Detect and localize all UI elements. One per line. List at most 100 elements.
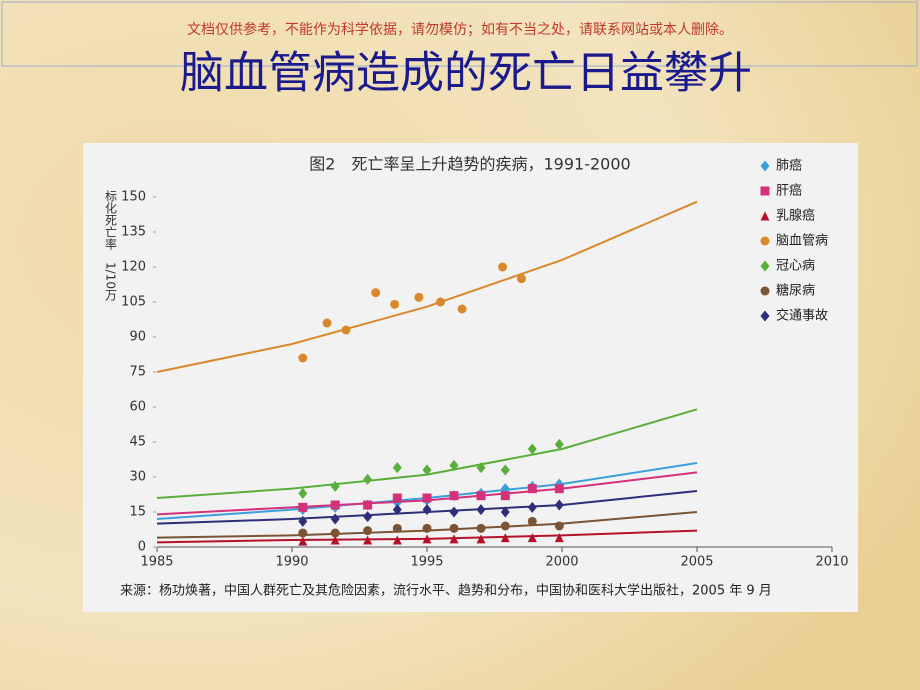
x-tick-label: 1985 xyxy=(140,555,173,570)
marker xyxy=(500,533,510,543)
y-tick-label: 15 xyxy=(129,505,146,520)
x-tick-label: 1990 xyxy=(275,555,308,570)
legend-label: 肝癌 xyxy=(776,183,802,199)
marker xyxy=(392,462,402,474)
legend-label: 肺癌 xyxy=(776,158,802,174)
marker xyxy=(371,288,381,298)
marker xyxy=(414,292,424,302)
y-tick-label: 150 xyxy=(121,190,146,205)
x-tick-label: 2005 xyxy=(680,555,713,570)
marker xyxy=(330,528,340,538)
marker xyxy=(498,262,508,272)
marker xyxy=(390,299,400,309)
marker xyxy=(422,504,432,516)
marker xyxy=(449,523,459,533)
marker xyxy=(392,504,402,516)
y-tick-label: 30 xyxy=(129,470,146,485)
legend-label: 脑血管病 xyxy=(776,234,828,249)
marker xyxy=(760,310,770,322)
marker xyxy=(363,526,373,536)
marker xyxy=(392,493,402,503)
marker xyxy=(363,473,373,485)
y-tick-label: 90 xyxy=(129,330,146,345)
x-tick-label: 2000 xyxy=(545,555,578,570)
marker xyxy=(422,493,432,503)
marker xyxy=(449,506,459,518)
marker xyxy=(298,528,308,538)
marker xyxy=(476,534,486,544)
marker xyxy=(298,536,308,546)
y-tick-label: 120 xyxy=(121,260,146,275)
marker xyxy=(476,491,486,501)
marker xyxy=(500,521,510,531)
marker xyxy=(554,499,564,511)
y-axis-label: 标化死亡率 1/10万 xyxy=(104,190,118,301)
marker xyxy=(298,502,308,512)
marker xyxy=(760,211,770,221)
marker xyxy=(363,511,373,523)
marker xyxy=(298,487,308,499)
y-tick-label: 105 xyxy=(121,295,146,310)
y-tick-label: 75 xyxy=(129,365,146,380)
marker xyxy=(527,533,537,543)
plot: 1985 1990 1995 2000 2005 2010 0 15 30 45 60 75 90 105… xyxy=(121,158,848,570)
marker xyxy=(341,325,351,335)
legend-label: 糖尿病 xyxy=(776,283,815,299)
trend-line xyxy=(156,200,698,373)
marker xyxy=(476,462,486,474)
marker xyxy=(760,186,770,196)
slide-title: 脑血管病造成的死亡日益攀升 xyxy=(180,48,752,99)
marker xyxy=(527,516,537,526)
marker xyxy=(457,304,467,314)
marker xyxy=(330,480,340,492)
marker xyxy=(500,506,510,518)
marker xyxy=(554,484,564,494)
marker xyxy=(449,534,459,544)
marker xyxy=(436,297,445,307)
marker xyxy=(554,438,564,450)
marker xyxy=(298,353,308,363)
marker xyxy=(392,523,402,533)
marker xyxy=(500,491,510,501)
marker xyxy=(760,236,770,246)
marker xyxy=(330,500,340,510)
marker xyxy=(330,535,340,545)
marker xyxy=(500,464,510,476)
watermark: 文档仅供参考，不能作为科学依据，请勿模仿；如有不当之处，请联系网站或本人删除。 xyxy=(187,21,733,38)
marker xyxy=(330,513,340,525)
marker xyxy=(760,286,770,296)
x-tick-label: 1995 xyxy=(410,555,443,570)
marker xyxy=(517,274,526,284)
x-tick-label: 2010 xyxy=(815,555,848,570)
legend-label: 冠心病 xyxy=(776,259,815,274)
marker xyxy=(554,521,564,531)
chart-title: 图2 死亡率呈上升趋势的疾病，1991-2000 xyxy=(309,155,630,174)
y-tick-label: 0 xyxy=(138,540,146,555)
marker xyxy=(363,535,373,545)
marker xyxy=(760,160,770,172)
source: 来源：杨功焕著，中国人群死亡及其危险因素，流行水平、趋势和分布，中国协和医科大学… xyxy=(120,583,772,599)
marker xyxy=(527,484,537,494)
marker xyxy=(760,260,770,272)
legend-label: 交通事故 xyxy=(776,308,828,324)
y-tick-label: 60 xyxy=(129,400,146,415)
marker xyxy=(322,318,332,328)
marker xyxy=(363,500,373,510)
marker xyxy=(554,533,564,543)
marker xyxy=(476,504,486,516)
marker xyxy=(476,523,486,533)
marker xyxy=(527,443,537,455)
marker xyxy=(449,459,459,471)
marker xyxy=(392,535,402,545)
marker xyxy=(527,501,537,513)
chart-panel xyxy=(83,143,858,612)
legend-label: 乳腺癌 xyxy=(776,208,815,224)
marker xyxy=(449,491,459,501)
marker xyxy=(422,523,432,533)
marker xyxy=(422,534,432,544)
y-tick-label: 135 xyxy=(121,225,146,240)
marker xyxy=(298,515,308,527)
marker xyxy=(422,464,432,476)
y-tick-label: 45 xyxy=(129,435,146,450)
